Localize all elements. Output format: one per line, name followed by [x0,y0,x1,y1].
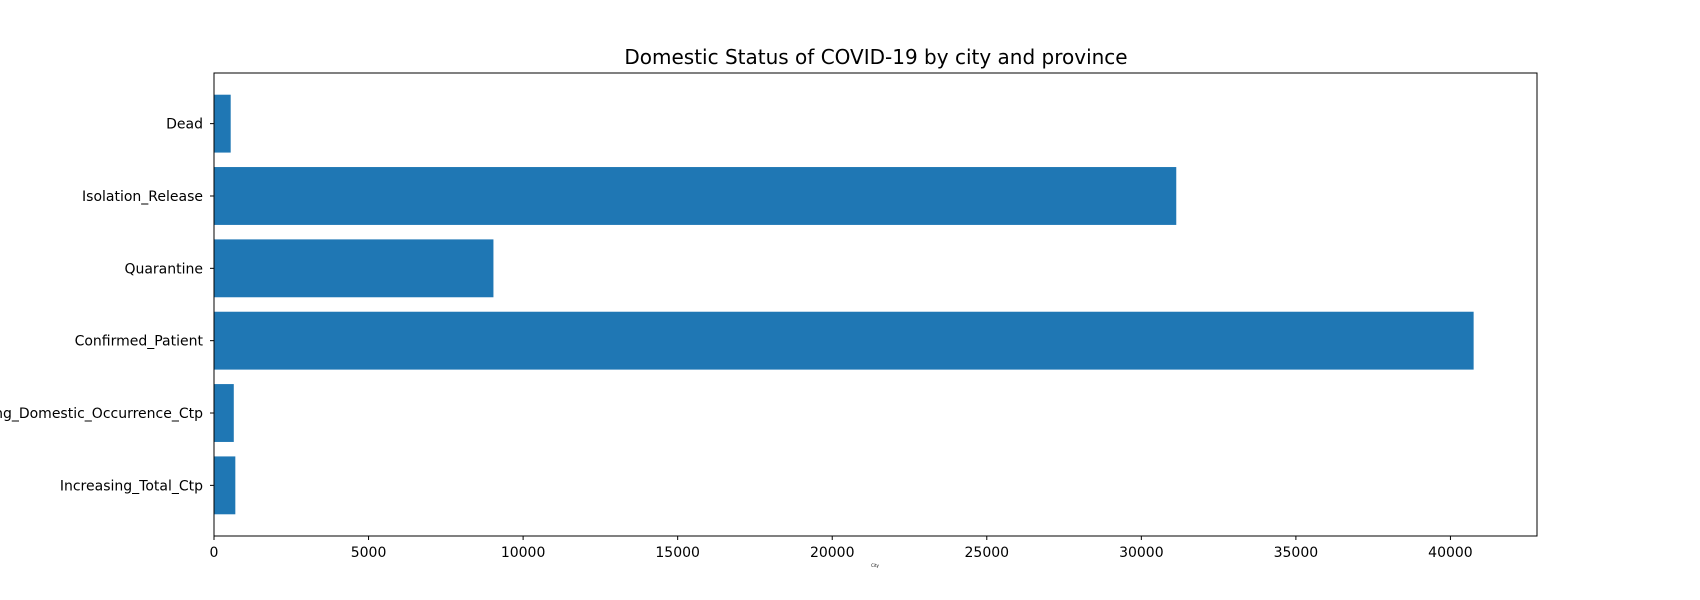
bar-increasing-total-ctp [214,456,236,515]
chart-title: Domestic Status of COVID-19 by city and … [624,45,1127,69]
plot-frame [213,72,1538,537]
x-tick-label: 0 [210,545,219,561]
y-axis: Increasing_Total_Ctp Increasing_Domestic_… [0,117,214,494]
x-tick-label: 5000 [351,545,387,561]
y-tick-label: Confirmed_Patient [75,334,204,350]
x-axis-label: City [871,563,879,568]
bar-dead [214,94,231,153]
bars-layer [214,94,1474,515]
y-tick-label: Increasing_Total_Ctp [60,478,203,494]
x-tick-label: 40000 [1428,545,1473,561]
bar-increasing-domestic-occurrence-ctp [214,384,234,442]
x-tick-label: 10000 [501,545,546,561]
bar-quarantine [214,239,494,298]
y-tick-label: Quarantine [124,261,203,277]
x-tick-label: 35000 [1274,545,1319,561]
x-tick-label: 20000 [810,545,855,561]
x-tick-label: 15000 [655,545,700,561]
y-tick-label: Increasing_Domestic_Occurrence_Ctp [0,406,203,422]
y-tick-label: Isolation_Release [82,189,203,205]
y-tick-label: Dead [166,117,203,133]
x-axis: 0 5000 10000 15000 20000 25000 30000 35000 40000 [210,536,1473,561]
bar-isolation-release [214,167,1177,225]
x-tick-label: 30000 [1119,545,1164,561]
bar-confirmed-patient [214,311,1474,370]
x-tick-label: 25000 [965,545,1010,561]
